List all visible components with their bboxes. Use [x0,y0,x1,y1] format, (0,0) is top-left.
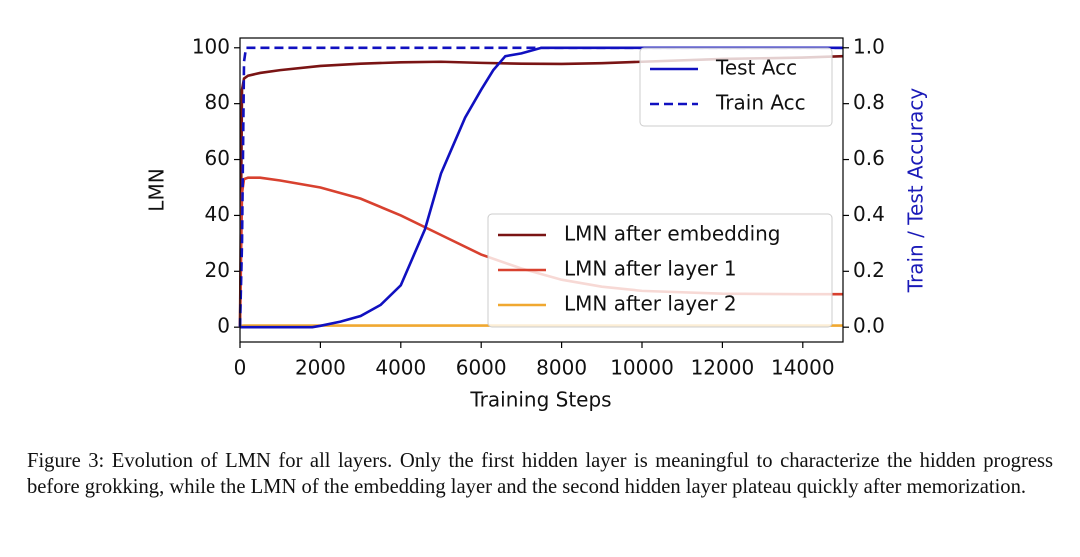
x-tick-label: 6000 [456,356,507,380]
y-tick-label: 100 [192,34,230,58]
legend-box [487,213,833,328]
series-line [240,46,843,329]
caption: Figure 3: Evolution of LMN for all layer… [27,450,1053,498]
y-tick-label: 80 [205,90,230,114]
y-tick-label: 20 [205,258,230,282]
x-tick-label: 4000 [375,356,426,380]
y2-tick-label: 0.0 [853,314,885,338]
chart: LMN Training Steps Train / Test Accuracy… [145,34,928,412]
legend-label: LMN after layer 1 [564,257,737,281]
y2-tick-label: 0.4 [853,202,885,226]
plot-frame [239,37,844,343]
y-tick-label: 60 [205,146,230,170]
y2-tick-label: 0.6 [853,146,885,170]
x-tick-label: 0 [234,356,247,380]
x-tick-label: 12000 [691,356,755,380]
x-tick-label: 8000 [536,356,587,380]
legend-label: Test Acc [715,56,797,80]
y2-tick-label: 1.0 [853,34,885,58]
x-tick-label: 2000 [295,356,346,380]
legend-label: LMN after layer 2 [564,292,737,316]
legend-label: Train Acc [715,91,806,115]
legend-box [639,47,833,127]
series-line [238,46,843,328]
y-axis-label: LMN [145,168,169,211]
x-tick-label: 10000 [610,356,674,380]
x-tick-label: 14000 [771,356,835,380]
y-tick-label: 40 [205,202,230,226]
y2-axis-label: Train / Test Accuracy [904,88,928,294]
y2-tick-label: 0.8 [853,90,885,114]
legend-label: LMN after embedding [564,222,781,246]
y2-tick-label: 0.2 [853,258,885,282]
x-axis-label: Training Steps [469,388,611,412]
y-tick-label: 0 [217,314,230,338]
